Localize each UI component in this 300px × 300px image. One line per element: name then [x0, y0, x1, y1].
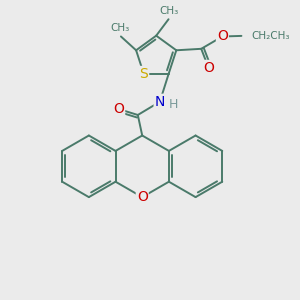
Text: CH₃: CH₃: [160, 6, 179, 16]
Text: O: O: [137, 190, 148, 204]
Text: CH₂CH₃: CH₂CH₃: [252, 31, 290, 41]
Text: O: O: [217, 29, 228, 44]
Text: O: O: [113, 102, 124, 116]
Text: S: S: [140, 67, 148, 81]
Text: N: N: [154, 95, 165, 109]
Text: O: O: [203, 61, 214, 75]
Text: H: H: [168, 98, 178, 111]
Text: CH₃: CH₃: [111, 23, 130, 33]
